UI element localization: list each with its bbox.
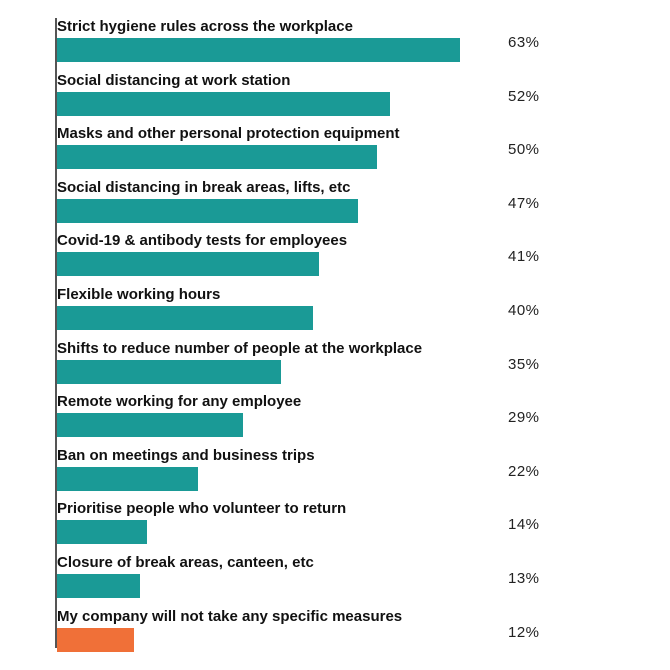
category-label: Social distancing at work station (57, 71, 291, 89)
bar-row: Ban on meetings and business trips 22% (0, 447, 670, 501)
bar (57, 574, 141, 598)
bar-row: Masks and other personal protection equi… (0, 125, 670, 179)
category-label: Strict hygiene rules across the workplac… (57, 18, 353, 35)
category-label: Ban on meetings and business trips (57, 446, 315, 464)
value-label: 14% (508, 516, 540, 534)
bar (57, 252, 320, 277)
category-label: Social distancing in break areas, lifts,… (57, 178, 351, 196)
bar-row: Social distancing in break areas, lifts,… (0, 179, 670, 233)
bar-row: Remote working for any employee 29% (0, 393, 670, 447)
value-label: 41% (508, 248, 540, 266)
value-label: 40% (508, 302, 540, 319)
value-label: 47% (508, 194, 540, 212)
bar-row: My company will not take any specific me… (0, 608, 670, 662)
value-label: 13% (508, 570, 540, 587)
bar (57, 38, 460, 62)
category-label: Masks and other personal protection equi… (57, 125, 400, 143)
bar (57, 520, 147, 545)
category-label: Prioritise people who volunteer to retur… (57, 500, 347, 518)
category-label: My company will not take any specific me… (57, 607, 403, 625)
category-label: Covid-19 & antibody tests for employees (57, 232, 348, 250)
bar-row: Strict hygiene rules across the workplac… (0, 18, 670, 72)
value-label: 29% (508, 409, 540, 427)
bar-row: Flexible working hours 40% (0, 286, 670, 340)
bar (57, 413, 243, 438)
bar (57, 198, 358, 223)
bar (57, 91, 390, 116)
bar (57, 466, 198, 491)
bar (57, 145, 377, 170)
bar-row: Closure of break areas, canteen, etc 13% (0, 554, 670, 608)
category-label: Closure of break areas, canteen, etc (57, 554, 314, 571)
value-label: 63% (508, 34, 540, 51)
category-axis-line (55, 18, 57, 648)
bar-row: Covid-19 & antibody tests for employees 4… (0, 232, 670, 286)
bar (57, 306, 313, 330)
value-label: 52% (508, 87, 540, 105)
bar-row: Prioritise people who volunteer to retur… (0, 500, 670, 554)
value-label: 35% (508, 355, 540, 373)
bar-row: Shifts to reduce number of people at the… (0, 340, 670, 394)
category-label: Remote working for any employee (57, 393, 302, 411)
value-label: 12% (508, 623, 540, 641)
category-label: Flexible working hours (57, 286, 221, 303)
bar (57, 627, 134, 652)
bar-row: Social distancing at work station 52% (0, 72, 670, 126)
value-label: 22% (508, 462, 540, 480)
category-label: Shifts to reduce number of people at the… (57, 339, 423, 357)
bar (57, 359, 281, 384)
value-label: 50% (508, 141, 540, 159)
